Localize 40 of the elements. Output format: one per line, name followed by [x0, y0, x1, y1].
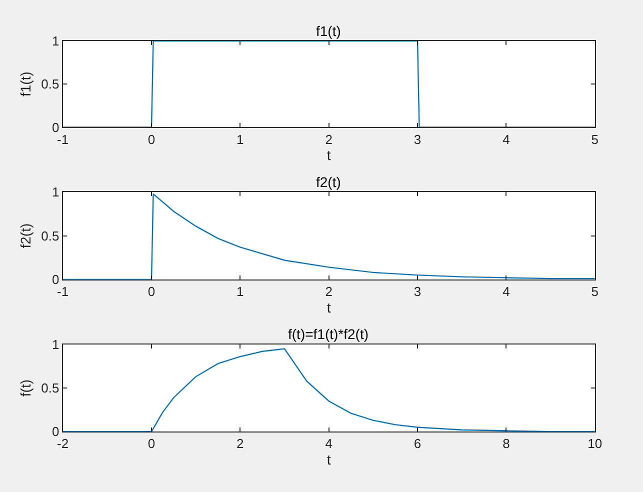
- x-tick-label: 4: [325, 436, 332, 452]
- y-tick-label: 0: [52, 272, 60, 287]
- chart-title: f2(t): [316, 174, 341, 190]
- x-tick-label: -1: [57, 132, 69, 147]
- x-tick-label: 1: [236, 132, 244, 147]
- y-tick-label: 0.5: [41, 76, 60, 92]
- y-axis-title: f(t): [18, 379, 34, 397]
- x-tick-label: 1: [236, 284, 244, 300]
- x-tick-label: 2: [236, 436, 244, 452]
- x-axis-title: t: [326, 452, 331, 468]
- y-tick-label: 0.5: [41, 380, 60, 396]
- x-tick-label: 10: [588, 436, 602, 452]
- x-tick-label: 8: [502, 436, 510, 452]
- x-tick-label: 0: [148, 436, 156, 452]
- x-axis-title: t: [326, 147, 331, 164]
- y-tick-label: 0: [52, 120, 60, 135]
- x-tick-label: 5: [591, 132, 598, 147]
- x-tick-label: 3: [414, 284, 422, 300]
- x-tick-label: 0: [148, 284, 156, 300]
- x-tick-label: 6: [414, 436, 422, 452]
- chart-title: f(t)=f1(t)*f2(t): [288, 326, 369, 342]
- x-tick-label: -2: [57, 436, 69, 452]
- x-tick-label: 2: [325, 284, 332, 300]
- x-tick-label: 4: [502, 284, 510, 300]
- x-tick-label: 5: [591, 284, 598, 300]
- y-tick-label: 0: [52, 424, 60, 440]
- x-tick-label: 3: [414, 132, 422, 147]
- y-tick-label: 1: [52, 184, 60, 200]
- x-tick-label: 2: [325, 132, 332, 147]
- chart-title: f1(t): [316, 23, 341, 39]
- y-axis-title: f1(t): [18, 72, 34, 97]
- y-axis-title: f2(t): [18, 223, 34, 248]
- line-series: [62, 348, 595, 432]
- y-tick-label: 1: [52, 336, 60, 352]
- y-tick-label: 0.5: [41, 228, 60, 244]
- x-tick-label: 0: [148, 132, 156, 147]
- x-tick-label: 4: [502, 132, 510, 147]
- x-axis-title: t: [326, 299, 331, 316]
- y-tick-label: 1: [52, 33, 60, 48]
- x-tick-label: -1: [57, 284, 69, 300]
